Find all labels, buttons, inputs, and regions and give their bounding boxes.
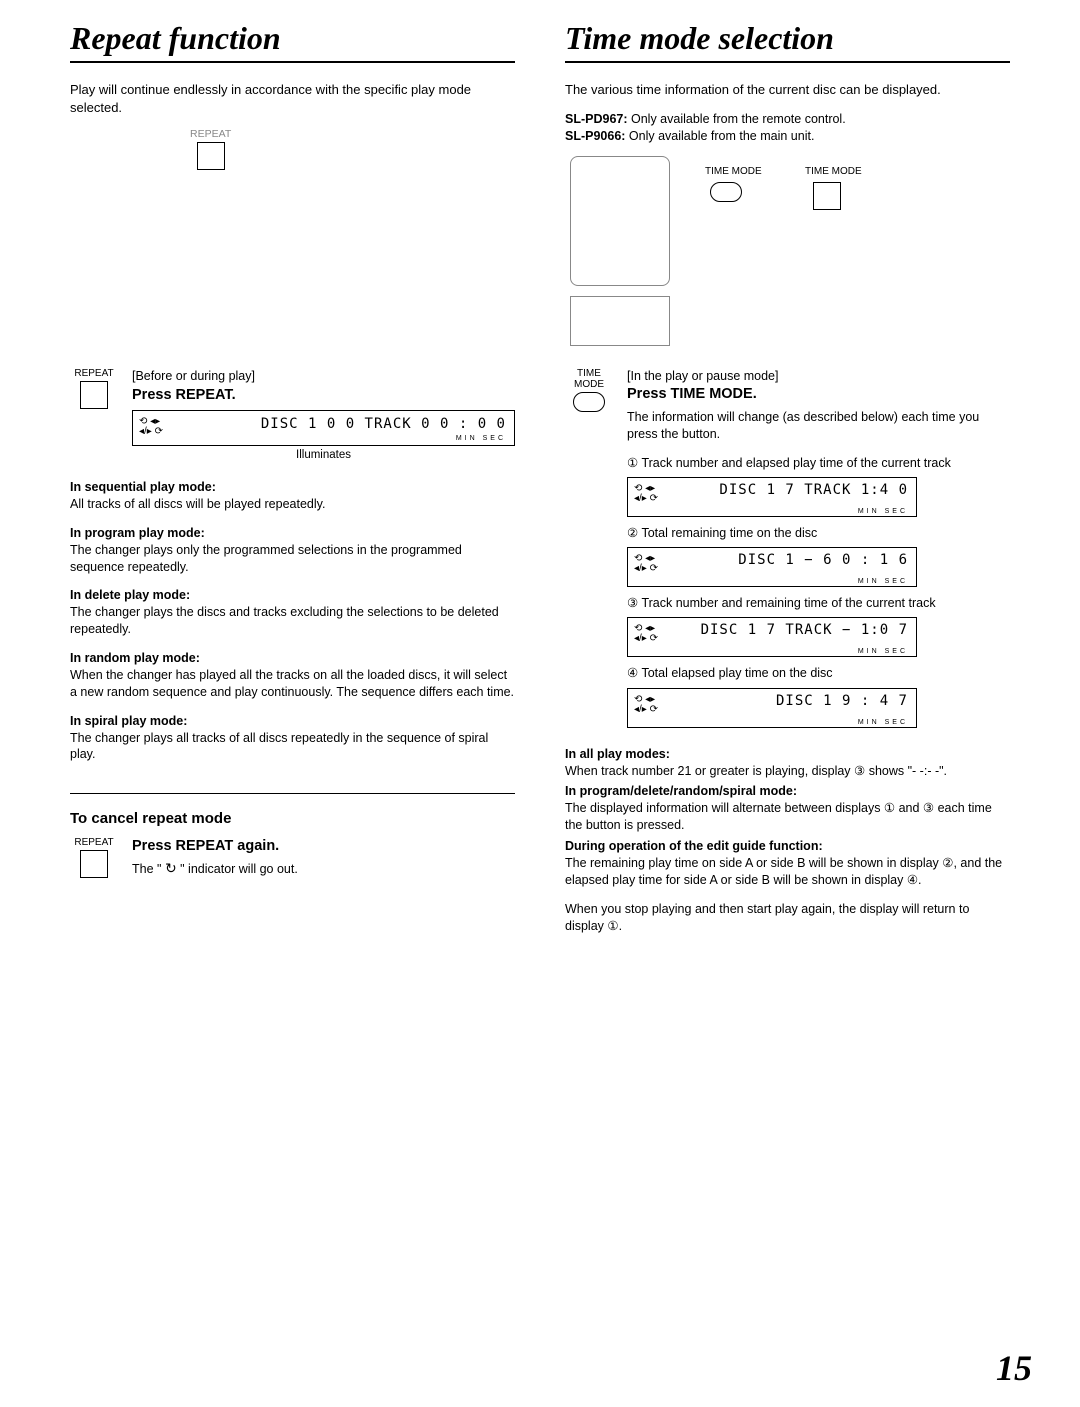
mode-item: In delete play mode: The changer plays t… [70,587,515,638]
display-sub: MIN SEC [858,648,908,655]
timemode-diag-label1: TIME MODE [705,166,762,177]
mode-item: In random play mode: When the changer ha… [70,650,515,701]
timemode-step-action: Press TIME MODE. [627,385,1010,405]
cancel-heading: To cancel repeat mode [70,810,515,827]
timemode-item-list: ① Track number and elapsed play time of … [627,455,1010,728]
item-label: Track number and remaining time of the c… [641,596,935,610]
timemode-display: ⟲ ◂▸◂/▸ ⟳ DISC 1 9 : 4 7 MIN SEC [627,688,917,728]
timemode-item: ② Total remaining time on the disc ⟲ ◂▸◂… [627,525,1010,587]
mode-body: All tracks of all discs will be played r… [70,497,325,511]
mode-heading: In random play mode: [70,651,200,665]
repeat-title: Repeat function [70,20,515,63]
timemode-oval-button-icon [710,182,742,202]
repeat-step-icon-label: REPEAT [74,368,113,379]
timemode-step-button-icon [573,392,605,412]
timemode-item: ① Track number and elapsed play time of … [627,455,1010,517]
repeat-step-action: Press REPEAT. [132,386,515,406]
item-label: Total remaining time on the disc [641,526,817,540]
repeat-step-condition: [Before or during play] [132,368,515,385]
display-icons: ⟲ ◂▸◂/▸ ⟳ [139,417,163,437]
timemode-diagram: TIME MODE TIME MODE [565,156,1010,356]
display-text: DISC 1 9 : 4 7 [776,693,908,709]
mode-body: The changer plays all tracks of all disc… [70,731,488,762]
note-item: In all play modes:When track number 21 o… [565,746,1010,780]
loop-icon: ↻ [165,860,177,876]
cancel-note: The " ↻ " indicator will go out. [132,859,515,878]
timemode-square-button-icon [813,182,841,210]
mode-body: The changer plays the discs and tracks e… [70,605,499,636]
repeat-button-icon [197,142,225,170]
mode-heading: In spiral play mode: [70,714,187,728]
cancel-action: Press REPEAT again. [132,837,515,857]
timemode-display: ⟲ ◂▸◂/▸ ⟳ DISC 1 7 TRACK − 1:0 7 MIN SEC [627,617,917,657]
cancel-step: REPEAT Press REPEAT again. The " ↻ " ind… [70,837,515,878]
timemode-notes: In all play modes:When track number 21 o… [565,746,1010,935]
repeat-diagram-label: REPEAT [190,128,231,140]
cancel-button-icon [80,850,108,878]
mode-heading: In program play mode: [70,526,205,540]
mode-body: When the changer has played all the trac… [70,668,514,699]
cancel-icon-label: REPEAT [74,837,113,848]
timemode-step-icon-label: TIME MODE [574,368,604,390]
timemode-step-condition: [In the play or pause mode] [627,368,1010,385]
timemode-intro: The various time information of the curr… [565,81,1010,99]
repeat-step: REPEAT [Before or during play] Press REP… [70,368,515,463]
timemode-item: ④ Total elapsed play time on the disc ⟲ … [627,665,1010,727]
repeat-display: ⟲ ◂▸◂/▸ ⟳ DISC 1 0 0 TRACK 0 0 : 0 0 MIN… [132,410,515,446]
display-sub: MIN SEC [858,508,908,515]
mode-heading: In sequential play mode: [70,480,216,494]
left-column: Repeat function Play will continue endle… [70,20,515,934]
timemode-step: TIME MODE [In the play or pause mode] Pr… [565,368,1010,443]
timemode-title: Time mode selection [565,20,1010,63]
mode-item: In program play mode: The changer plays … [70,525,515,576]
mode-list: In sequential play mode: All tracks of a… [70,479,515,763]
display-sub: MIN SEC [858,719,908,726]
display-sub: MIN SEC [858,578,908,585]
display-icons: ⟲ ◂▸◂/▸ ⟳ [634,624,658,644]
mode-heading: In delete play mode: [70,588,190,602]
note-item: In program/delete/random/spiral mode:The… [565,783,1010,834]
display-text: DISC 1 − 6 0 : 1 6 [738,552,908,568]
display-icons: ⟲ ◂▸◂/▸ ⟳ [634,695,658,715]
item-marker: ① [627,456,638,470]
item-marker: ④ [627,666,638,680]
illuminates-label: Illuminates [132,448,515,464]
item-label: Total elapsed play time on the disc [641,666,832,680]
model-note-1: SL-PD967: Only available from the remote… [565,111,1010,146]
timemode-step-desc: The information will change (as describe… [627,409,1010,443]
item-marker: ② [627,526,638,540]
repeat-step-button-icon [80,381,108,409]
final-note: When you stop playing and then start pla… [565,901,1010,935]
item-label: Track number and elapsed play time of th… [641,456,950,470]
right-column: Time mode selection The various time inf… [565,20,1010,934]
display-icons: ⟲ ◂▸◂/▸ ⟳ [634,554,658,574]
display-text: DISC 1 7 TRACK 1:4 0 [719,482,908,498]
repeat-diagram: REPEAT [70,128,515,348]
repeat-display-sub: MIN SEC [456,434,506,443]
display-text: DISC 1 7 TRACK − 1:0 7 [701,622,908,638]
repeat-intro: Play will continue endlessly in accordan… [70,81,515,116]
mode-item: In spiral play mode: The changer plays a… [70,713,515,764]
timemode-diag-label2: TIME MODE [805,166,862,177]
item-marker: ③ [627,596,638,610]
timemode-display: ⟲ ◂▸◂/▸ ⟳ DISC 1 7 TRACK 1:4 0 MIN SEC [627,477,917,517]
remote-outline [570,156,670,286]
timemode-item: ③ Track number and remaining time of the… [627,595,1010,657]
repeat-display-text: DISC 1 0 0 TRACK 0 0 : 0 0 [261,415,506,434]
divider [70,793,515,794]
display-icons: ⟲ ◂▸◂/▸ ⟳ [634,484,658,504]
page-number: 15 [996,1347,1032,1389]
mode-item: In sequential play mode: All tracks of a… [70,479,515,513]
mode-body: The changer plays only the programmed se… [70,543,462,574]
timemode-display: ⟲ ◂▸◂/▸ ⟳ DISC 1 − 6 0 : 1 6 MIN SEC [627,547,917,587]
mainunit-outline [570,296,670,346]
note-item: During operation of the edit guide funct… [565,838,1010,889]
